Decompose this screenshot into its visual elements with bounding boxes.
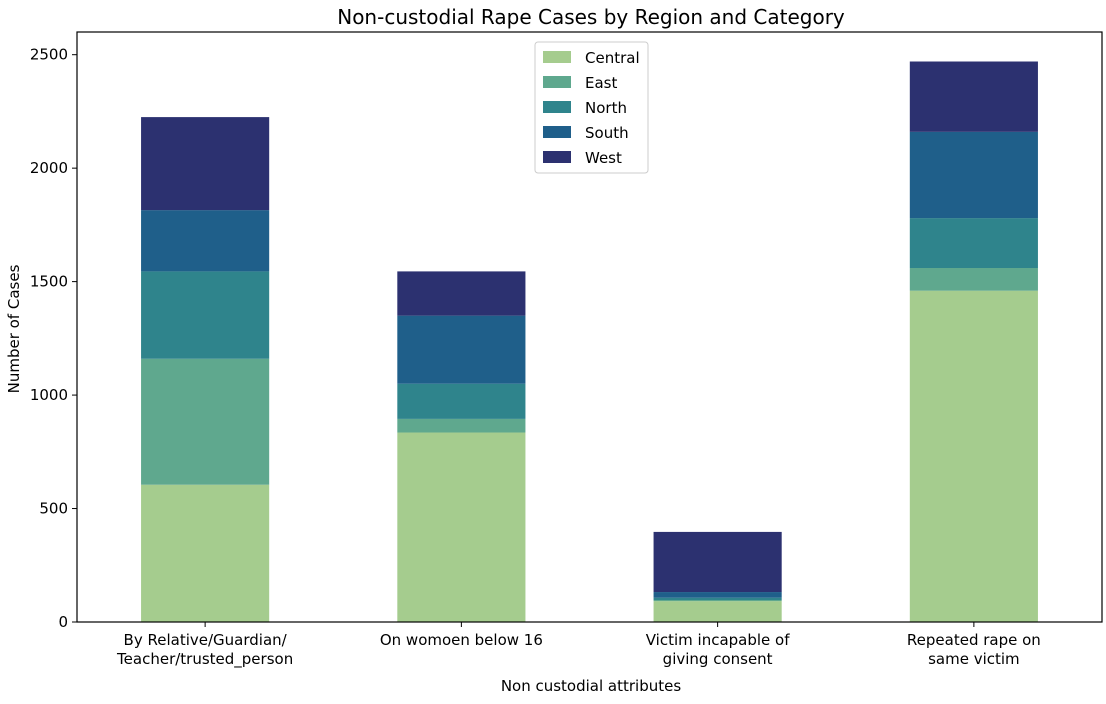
bars-group [141,61,1038,622]
bar-south-1 [397,315,526,384]
x-tick-label: On womoen below 16 [380,631,543,649]
legend: Central East North South West [534,41,649,174]
y-tick-label: 2500 [30,46,68,64]
legend-label-south: South [585,124,629,142]
x-tick-label: same victim [928,650,1020,668]
legend-label-north: North [585,99,627,117]
bar-central-2 [653,601,782,622]
legend-swatch-east [543,76,571,88]
bar-south-0 [141,210,270,272]
bar-west-2 [653,531,782,593]
legend-label-east: East [585,74,617,92]
legend-label-west: West [585,149,622,167]
x-tick-label: Victim incapable of [646,631,790,649]
y-tick-label: 500 [39,500,68,518]
y-tick-label: 1500 [30,273,68,291]
bar-north-2 [653,597,782,600]
bar-west-1 [397,271,526,316]
legend-swatch-south [543,126,571,138]
bar-central-1 [397,432,526,622]
legend-swatch-central [543,51,571,63]
x-tick-label: By Relative/Guardian/ [124,631,288,649]
bar-south-2 [653,592,782,598]
bar-south-3 [909,131,1038,219]
bar-north-0 [141,271,270,359]
chart-title: Non-custodial Rape Cases by Region and C… [337,5,845,29]
bar-east-1 [397,418,526,433]
x-tick-label: giving consent [663,650,773,668]
x-axis-label: Non custodial attributes [501,677,682,695]
legend-label-central: Central [585,49,640,67]
y-axis-label: Number of Cases [5,264,23,393]
y-tick-label: 1000 [30,386,68,404]
bar-east-0 [141,358,270,485]
bar-east-2 [653,599,782,602]
x-tick-label: Teacher/trusted_person [116,650,293,669]
y-tick-label: 0 [58,613,68,631]
bar-central-0 [141,484,270,622]
legend-swatch-west [543,151,571,163]
bar-west-0 [141,117,270,211]
bar-north-3 [909,218,1038,268]
bar-east-3 [909,268,1038,291]
plot-frame [76,31,1103,623]
bar-north-1 [397,383,526,419]
axes-group: By Relative/Guardian/Teacher/trusted_per… [30,31,1103,669]
y-tick-label: 2000 [30,159,68,177]
bar-central-3 [909,290,1038,622]
x-tick-label: Repeated rape on [907,631,1041,649]
legend-box [534,41,649,174]
bar-west-3 [909,61,1038,132]
legend-swatch-north [543,101,571,113]
